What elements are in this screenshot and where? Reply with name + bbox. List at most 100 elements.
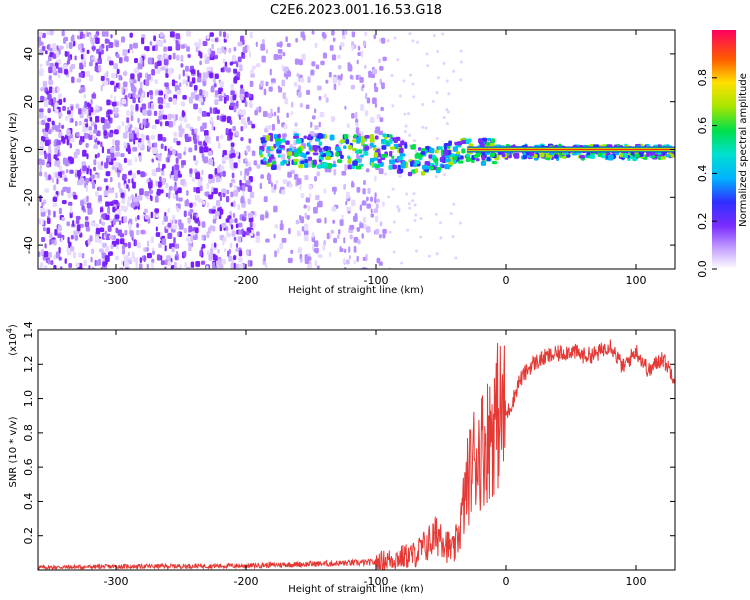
heatmap-cell — [478, 138, 483, 144]
heatmap-cell — [399, 168, 404, 173]
heatmap-cell — [201, 110, 207, 117]
heatmap-cell — [127, 251, 130, 257]
heatmap-cell — [256, 231, 260, 237]
heatmap-cell — [434, 149, 439, 154]
heatmap-cell — [139, 87, 143, 95]
heatmap-cell — [251, 65, 256, 70]
heatmap-cell — [314, 138, 321, 142]
heatmap-cell — [314, 125, 319, 131]
heatmap-cell — [323, 188, 327, 194]
heatmap-cell — [229, 119, 233, 125]
heatmap-cell — [215, 107, 218, 114]
heatmap-cell — [38, 69, 44, 77]
heatmap-cell — [260, 137, 265, 141]
heatmap-cell — [529, 152, 534, 157]
heatmap-cell — [229, 153, 234, 159]
heatmap-cell — [178, 73, 181, 80]
heatmap-cell — [288, 227, 291, 235]
heatmap-cell — [442, 172, 446, 176]
heatmap-cell — [392, 250, 396, 254]
heatmap-cell — [206, 112, 211, 117]
heatmap-cell — [234, 75, 238, 82]
heatmap-cell — [47, 153, 51, 160]
heatmap-cell — [349, 74, 353, 80]
heatmap-cell — [104, 230, 108, 237]
heatmap-cell — [70, 137, 75, 143]
heatmap-cell — [114, 214, 120, 220]
heatmap-cell — [249, 80, 254, 88]
heatmap-cell — [304, 175, 309, 181]
heatmap-cell — [131, 84, 136, 92]
heatmap-cell — [117, 229, 123, 236]
heatmap-cell — [454, 141, 459, 146]
heatmap-cell — [130, 111, 134, 117]
heatmap-cell — [60, 237, 63, 243]
heatmap-cell — [80, 135, 83, 142]
heatmap-cell — [344, 30, 348, 35]
heatmap-cell — [124, 260, 129, 268]
heatmap-cell — [107, 225, 112, 232]
heatmap-cell — [167, 222, 172, 228]
heatmap-cell — [154, 208, 159, 214]
heatmap-cell — [397, 164, 401, 171]
heatmap-cell — [225, 225, 229, 231]
heatmap-cell — [110, 151, 115, 159]
heatmap-cell — [314, 259, 318, 267]
heatmap-cell — [133, 42, 138, 49]
heatmap-cell — [229, 218, 234, 223]
heatmap-cell — [286, 155, 291, 159]
heatmap-cell — [135, 239, 138, 247]
heatmap-cell — [175, 114, 178, 121]
heatmap-cell — [298, 59, 303, 66]
heatmap-cell — [176, 54, 180, 61]
heatmap-cell — [279, 242, 283, 250]
heatmap-cell — [105, 214, 110, 221]
heatmap-cell — [235, 243, 239, 248]
heatmap-cell — [70, 105, 74, 111]
heatmap-cell — [165, 182, 169, 189]
colorbar-tick-label: 0.0 — [696, 260, 709, 278]
heatmap-cell — [59, 266, 63, 269]
heatmap-cell — [62, 157, 68, 165]
heatmap-cell — [355, 165, 362, 170]
heatmap-cell — [114, 200, 119, 205]
heatmap-cell — [220, 134, 224, 140]
heatmap-cell — [93, 129, 98, 134]
heatmap-cell — [346, 259, 350, 265]
heatmap-cell — [242, 46, 248, 53]
heatmap-cell — [436, 166, 442, 171]
heatmap-cell — [411, 199, 415, 203]
heatmap-cell — [217, 248, 220, 254]
heatmap-cell — [299, 215, 302, 221]
heatmap-cell — [225, 127, 229, 135]
heatmap-cell — [108, 235, 114, 240]
heatmap-cell — [363, 151, 369, 156]
heatmap-cell — [347, 159, 352, 164]
heatmap-cell — [281, 237, 287, 243]
heatmap-cell — [40, 210, 46, 217]
heatmap-cell — [254, 109, 258, 116]
heatmap-cell — [107, 251, 113, 256]
heatmap-cell — [300, 31, 305, 38]
heatmap-cell — [297, 147, 302, 154]
y-tick-label: 0.4 — [22, 493, 35, 511]
heatmap-cell — [209, 32, 214, 37]
heatmap-cell — [270, 78, 276, 83]
heatmap-cell — [204, 53, 207, 60]
heatmap-cell — [255, 235, 260, 243]
heatmap-cell — [134, 216, 138, 222]
heatmap-cell — [346, 206, 352, 211]
heatmap-cell — [298, 164, 304, 169]
heatmap-cell — [481, 155, 486, 161]
heatmap-cell — [360, 141, 365, 145]
heatmap-cell — [132, 97, 136, 104]
heatmap-cell — [350, 84, 356, 90]
heatmap-cell — [299, 103, 303, 108]
heatmap-cell — [194, 42, 199, 47]
heatmap-cell — [233, 236, 237, 241]
heatmap-cell — [386, 39, 390, 43]
heatmap-cell — [66, 129, 71, 136]
heatmap-cell — [75, 219, 80, 225]
heatmap-cell — [133, 138, 136, 145]
heatmap-cell — [316, 218, 322, 223]
